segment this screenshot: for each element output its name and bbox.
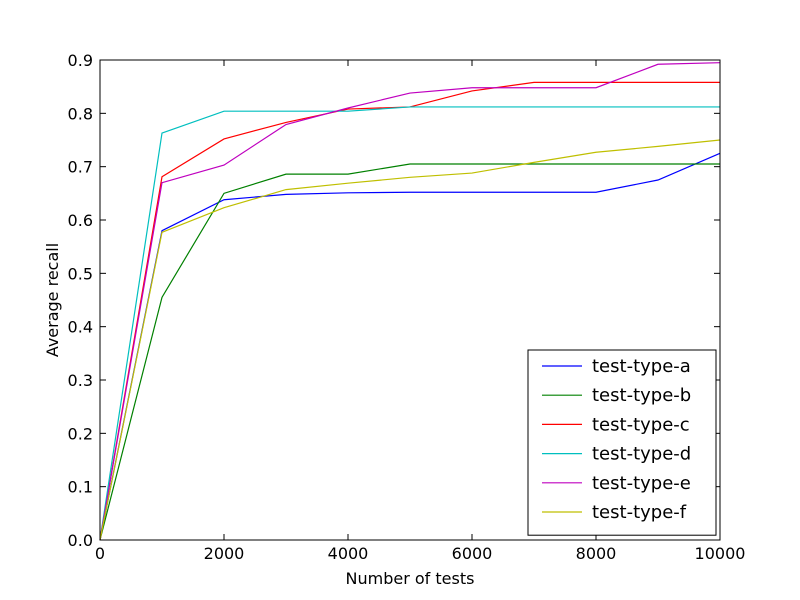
- series-line-test-type-b: [99, 163, 720, 541]
- x-tick-label: 8000: [576, 544, 617, 563]
- x-tick-label: 10000: [695, 544, 746, 563]
- x-tick-label: 6000: [452, 544, 493, 563]
- legend-label-test-type-d: test-type-d: [592, 444, 691, 465]
- series-line-test-type-f: [99, 139, 721, 541]
- legend-label-test-type-c: test-type-c: [592, 414, 690, 435]
- series-lines: [99, 62, 721, 541]
- legend-label-test-type-e: test-type-e: [592, 473, 691, 494]
- y-tick-label: 0.9: [68, 51, 93, 70]
- y-tick-label: 0.7: [68, 158, 93, 177]
- x-axis-title: Number of tests: [346, 569, 475, 588]
- legend-label-test-type-b: test-type-b: [592, 385, 691, 406]
- plot-frame: [99, 59, 721, 541]
- y-axis-title: Average recall: [43, 243, 62, 357]
- series-line-test-type-d: [99, 106, 720, 541]
- y-tick-label: 0.6: [68, 211, 93, 230]
- legend-label-test-type-f: test-type-f: [592, 502, 687, 523]
- legend: test-type-a test-type-b test-type-c test-ty…: [527, 349, 717, 536]
- x-tick-label: 4000: [328, 544, 369, 563]
- y-tick-label: 0.8: [68, 104, 93, 123]
- x-tick-label: 0: [95, 544, 105, 563]
- y-tick-label: 0.3: [68, 371, 93, 390]
- y-tick-label: 0.5: [68, 264, 93, 283]
- y-tick-label: 0.0: [68, 531, 93, 550]
- y-tick-label: 0.4: [68, 318, 93, 337]
- legend-label-test-type-a: test-type-a: [592, 356, 691, 377]
- series-line-test-type-a: [99, 152, 721, 541]
- axis-ticks: 0 2000 4000 6000 8000 10000 0.0 0.1 0.2 0.3 0.4 0.5…: [68, 51, 746, 563]
- x-tick-label: 2000: [204, 544, 245, 563]
- series-line-test-type-e: [99, 62, 721, 541]
- y-tick-label: 0.2: [68, 424, 93, 443]
- y-tick-label: 0.1: [68, 478, 93, 497]
- legend-box: [527, 349, 717, 536]
